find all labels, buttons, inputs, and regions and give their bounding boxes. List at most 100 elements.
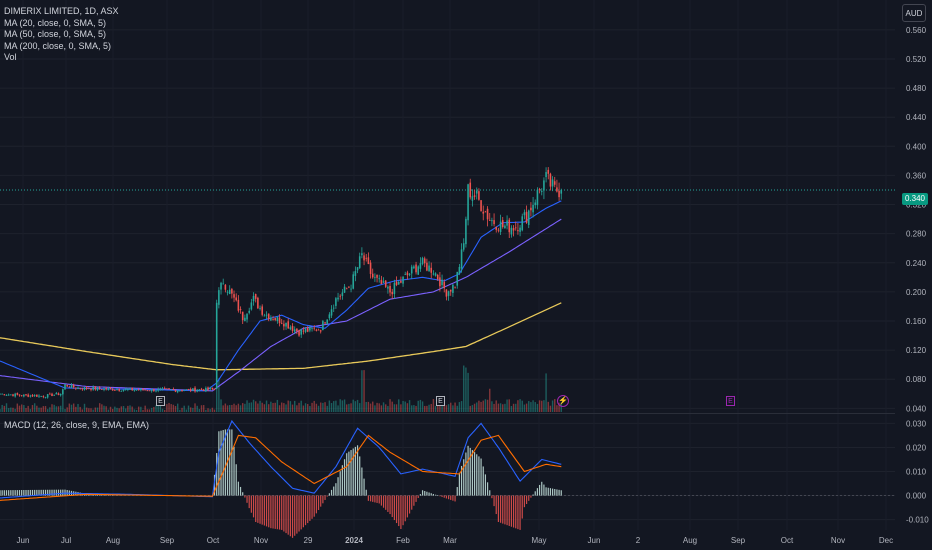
candle-body	[81, 388, 84, 390]
volume-bar	[168, 403, 170, 412]
candle-body	[469, 182, 472, 198]
histogram-bar	[16, 490, 18, 496]
volume-legend[interactable]: Vol	[4, 52, 17, 62]
candle-body	[272, 319, 274, 321]
volume-bar	[447, 404, 450, 412]
macd-legend[interactable]: MACD (12, 26, close, 9, EMA, EMA)	[4, 420, 150, 430]
earnings-marker[interactable]: E	[436, 396, 445, 406]
candle-body	[254, 294, 257, 299]
candle-body	[155, 390, 157, 392]
histogram-bar	[322, 495, 324, 504]
lightning-icon[interactable]: ⚡	[557, 395, 569, 407]
candle-body	[62, 389, 64, 394]
volume-bar	[300, 400, 302, 412]
histogram-bar	[551, 488, 554, 496]
candle-body	[465, 218, 467, 245]
volume-bar	[493, 403, 495, 412]
volume-bar	[268, 404, 270, 412]
candle-body	[317, 329, 320, 331]
candle-body	[276, 316, 279, 322]
histogram-bar	[402, 495, 404, 526]
candle-body	[315, 329, 318, 331]
earnings-marker-future[interactable]: E	[726, 396, 735, 406]
candle-body	[220, 282, 222, 290]
volume-bar	[285, 404, 287, 412]
candle-body	[20, 395, 23, 397]
histogram-bar	[27, 489, 29, 496]
histogram-bar	[216, 453, 218, 496]
histogram-bar	[437, 495, 439, 496]
histogram-bar	[387, 495, 389, 512]
macd-tick-label: 0.030	[906, 419, 927, 428]
volume-bar	[517, 400, 519, 412]
volume-bar	[545, 373, 547, 412]
histogram-bar	[528, 495, 530, 501]
volume-bar	[547, 401, 549, 412]
time-tick-label: Nov	[254, 536, 268, 545]
volume-bar	[439, 404, 441, 412]
candle-body	[415, 264, 417, 273]
volume-bar	[250, 402, 253, 412]
candle-body	[341, 292, 344, 296]
histogram-bar	[530, 495, 532, 498]
ma50-legend[interactable]: MA (50, close, 0, SMA, 5)	[4, 29, 107, 39]
candle-body	[124, 388, 127, 390]
time-tick-label: Jun	[17, 536, 30, 545]
histogram-bar	[354, 446, 356, 496]
histogram-bar	[491, 495, 493, 499]
histogram-bar	[460, 465, 463, 496]
volume-bar	[159, 403, 162, 412]
volume-bar	[402, 400, 404, 412]
histogram-bar	[445, 495, 448, 499]
candle-body	[135, 389, 138, 391]
candle-body	[462, 243, 465, 250]
histogram-bar	[235, 464, 237, 496]
volume-bar	[75, 406, 77, 412]
candle-body	[384, 280, 387, 287]
candle-body	[406, 272, 409, 276]
volume-bar	[0, 409, 1, 412]
candle-body	[114, 390, 116, 391]
candle-body	[55, 392, 58, 395]
candle-body	[198, 389, 201, 391]
time-tick-label: Sep	[160, 536, 175, 545]
candle-body	[506, 220, 508, 226]
volume-bar	[216, 379, 218, 412]
volume-bar	[14, 408, 16, 412]
ma200-legend[interactable]: MA (200, close, 0, SMA, 5)	[4, 40, 112, 51]
candle-body	[40, 395, 42, 397]
volume-bar	[554, 399, 556, 412]
time-tick-label: Oct	[207, 536, 220, 545]
candle-body	[330, 309, 333, 316]
volume-bar	[465, 367, 467, 412]
ma20-legend[interactable]: MA (20, close, 0, SMA, 5)	[4, 17, 107, 28]
candle-body	[246, 313, 248, 320]
histogram-bar	[411, 495, 413, 510]
volume-bar	[289, 401, 292, 412]
candle-body	[348, 286, 350, 288]
histogram-bar	[34, 489, 36, 496]
histogram-bar	[374, 495, 376, 503]
candle-body	[313, 327, 316, 329]
price-tick-label: 0.480	[906, 84, 927, 93]
candle-body	[146, 390, 149, 392]
histogram-bar	[304, 495, 307, 526]
candle-body	[116, 389, 118, 391]
currency-button[interactable]: AUD	[902, 4, 926, 22]
time-tick-label: Jun	[588, 536, 601, 545]
earnings-marker[interactable]: E	[156, 396, 165, 406]
candle-body	[166, 388, 168, 390]
volume-bar	[330, 402, 333, 412]
volume-bar	[257, 403, 259, 412]
candle-body	[345, 288, 348, 290]
histogram-bar	[62, 489, 64, 496]
histogram-bar	[495, 495, 497, 515]
volume-bar	[510, 405, 513, 412]
candle-body	[530, 207, 532, 211]
candle-body	[103, 388, 105, 391]
histogram-bar	[391, 495, 393, 518]
candle-body	[179, 390, 181, 392]
candle-body	[354, 271, 357, 276]
candle-body	[280, 322, 283, 324]
